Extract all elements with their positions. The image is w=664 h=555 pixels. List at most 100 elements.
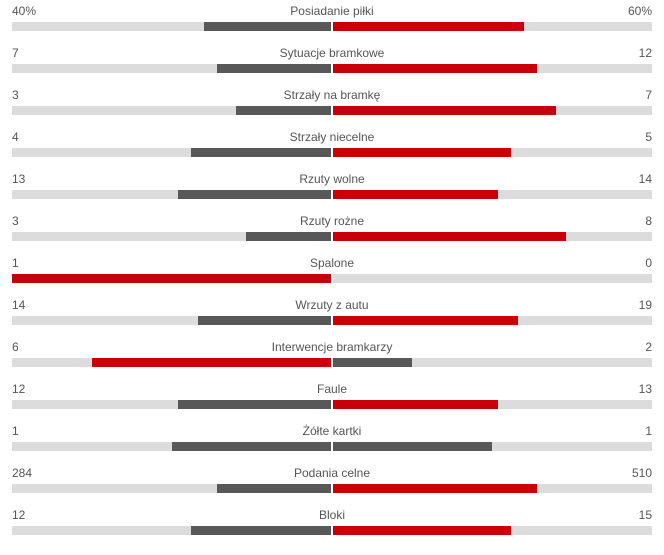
away-bar [332,148,511,157]
away-bar [332,22,524,31]
stat-row: 3 Rzuty rożne 8 [0,210,664,252]
stat-bar-track [12,274,652,283]
away-value: 15 [638,508,652,522]
away-value: 60% [627,4,652,18]
home-value: 13 [12,172,26,186]
away-value: 1 [645,424,652,438]
stat-bar-track [12,232,652,241]
away-value: 0 [645,256,652,270]
stat-label: Wrzuty z autu [295,298,369,312]
stat-bar-track [12,358,652,367]
stat-row: 7 Sytuacje bramkowe 12 [0,42,664,84]
bar-center-divider [331,484,333,493]
away-bar [332,484,537,493]
home-value: 1 [12,424,19,438]
bar-center-divider [331,232,333,241]
stat-label: Żółte kartki [302,424,362,438]
stat-row: 14 Wrzuty z autu 19 [0,294,664,336]
stat-row: 6 Interwencje bramkarzy 2 [0,336,664,378]
away-bar [332,358,412,367]
home-value: 284 [12,466,33,480]
away-value: 7 [645,88,652,102]
stat-label: Rzuty rożne [299,214,365,228]
stat-bar-track [12,484,652,493]
home-value: 12 [12,382,26,396]
away-value: 14 [638,172,652,186]
bar-center-divider [331,274,333,283]
away-value: 13 [638,382,652,396]
home-bar [217,484,332,493]
home-value: 14 [12,298,26,312]
home-value: 3 [12,214,19,228]
stat-row: 40% Posiadanie piłki 60% [0,0,664,42]
away-bar [332,190,498,199]
home-bar [178,400,332,409]
away-value: 12 [638,46,652,60]
stat-row: 13 Rzuty wolne 14 [0,168,664,210]
stat-label: Podania celne [293,466,371,480]
stat-label: Bloki [318,508,345,522]
stat-bar-track [12,442,652,451]
away-bar [332,442,492,451]
stat-row: 3 Strzały na bramkę 7 [0,84,664,126]
bar-center-divider [331,106,333,115]
stat-bar-track [12,190,652,199]
stat-bar-track [12,64,652,73]
bar-center-divider [331,442,333,451]
stat-row: 1 Spalone 0 [0,252,664,294]
home-bar [12,274,332,283]
away-value: 5 [645,130,652,144]
stat-row: 4 Strzały niecelne 5 [0,126,664,168]
stat-bar-track [12,148,652,157]
home-value: 3 [12,88,19,102]
home-bar [172,442,332,451]
away-bar [332,400,498,409]
bar-center-divider [331,148,333,157]
stat-row: 1 Żółte kartki 1 [0,420,664,462]
bar-center-divider [331,358,333,367]
away-bar [332,64,537,73]
home-bar [217,64,332,73]
bar-center-divider [331,400,333,409]
home-bar [204,22,332,31]
home-value: 7 [12,46,19,60]
stat-label: Posiadanie piłki [290,4,374,18]
stat-bar-track [12,400,652,409]
home-bar [92,358,332,367]
bar-center-divider [331,190,333,199]
away-bar [332,106,556,115]
stat-row: 284 Podania celne 510 [0,462,664,504]
stat-label: Spalone [309,256,355,270]
home-bar [198,316,332,325]
away-bar [332,526,511,535]
stat-bar-track [12,106,652,115]
stat-bar-track [12,526,652,535]
stat-bar-track [12,316,652,325]
away-bar [332,232,566,241]
stat-row: 12 Faule 13 [0,378,664,420]
stat-label: Strzały niecelne [289,130,375,144]
home-value: 40% [12,4,37,18]
stat-label: Faule [316,382,348,396]
bar-center-divider [331,64,333,73]
away-bar [332,316,518,325]
stat-label: Sytuacje bramkowe [279,46,385,60]
home-value: 4 [12,130,19,144]
stat-label: Interwencje bramkarzy [271,340,393,354]
away-value: 2 [645,340,652,354]
bar-center-divider [331,316,333,325]
home-bar [191,526,332,535]
home-value: 12 [12,508,26,522]
away-value: 510 [631,466,652,480]
away-value: 19 [638,298,652,312]
stat-row: 12 Bloki 15 [0,504,664,546]
away-value: 8 [645,214,652,228]
bar-center-divider [331,22,333,31]
stat-label: Rzuty wolne [299,172,365,186]
home-bar [236,106,332,115]
stat-bar-track [12,22,652,31]
home-bar [191,148,332,157]
stat-label: Strzały na bramkę [283,88,381,102]
home-value: 6 [12,340,19,354]
